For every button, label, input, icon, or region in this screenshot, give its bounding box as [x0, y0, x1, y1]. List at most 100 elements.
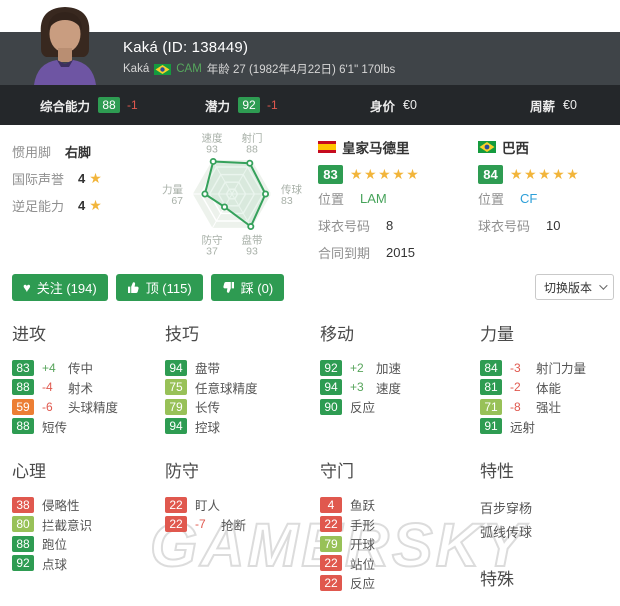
chevron-down-icon [599, 281, 608, 290]
stat-list: 84 -3 射门力量 81 -2 体能 71 -8 强壮 91 远射 [480, 358, 612, 436]
stat-list: 百步穿杨 弧线传球 [480, 495, 612, 543]
stat-row: 94 盘带 [165, 358, 320, 378]
stat-label: 加速 [376, 362, 402, 377]
action-buttons: ♥ 关注 (194) 顶 (115) 踩 (0) [12, 274, 285, 301]
stat-list: 94 盘带 75 任意球精度 79 长传 94 控球 [165, 358, 320, 436]
section-defending: 防守 22 盯人 22 -7 抢断 [165, 457, 320, 606]
stat-row: 79 开球 [320, 534, 480, 554]
section-title: 力量 [480, 325, 514, 344]
stat-diff: -8 [510, 399, 521, 414]
downvote-button[interactable]: 踩 (0) [210, 274, 285, 301]
stat-row: 79 长传 [165, 397, 320, 417]
player-title: Kaká (ID: 138449) [123, 39, 249, 56]
section-special: 特殊 速度狗远距离射手终结者 [480, 565, 612, 606]
follow-button[interactable]: ♥ 关注 (194) [12, 274, 108, 301]
stat-row: 80 拦截意识 [12, 515, 165, 535]
nation-stars: ★★★★★ [510, 165, 581, 182]
heart-icon: ♥ [23, 280, 31, 295]
stat-group: 周薪 €0 [530, 96, 577, 115]
stat-group-badge: 88 [98, 97, 121, 113]
nation-info-label: 球衣号码 [478, 218, 531, 234]
stat-label: 体能 [536, 381, 562, 396]
stat-value-badge: 81 [480, 379, 502, 396]
stat-value-badge: 38 [12, 496, 34, 513]
overall-stats-bar: 综合能力 88 -1 潜力 92 -1 身价 €0 周薪 [0, 85, 620, 125]
stat-diff: -2 [510, 380, 521, 395]
upvote-button[interactable]: 顶 (115) [115, 274, 203, 301]
club-info-row: 位置 LAM [318, 185, 468, 211]
profile-value: 4 [78, 198, 86, 213]
svg-text:93: 93 [246, 246, 258, 258]
section-skill: 技巧 94 盘带 75 任意球精度 79 长传 94 控球 [165, 320, 320, 436]
section-title: 特殊 [480, 570, 514, 589]
stat-value-badge: 88 [12, 535, 34, 552]
stat-list: 4 鱼跃 22 手形 79 开球 22 站位 22 反应 [320, 495, 480, 593]
nation-info-row: 球衣号码 10 [478, 212, 620, 238]
stat-label: 射术 [68, 381, 94, 396]
stat-diff: -7 [195, 517, 206, 532]
club-info-label: 位置 [318, 191, 345, 207]
upvote-label: 顶 (115) [145, 281, 192, 296]
stat-value-badge: 92 [12, 555, 34, 572]
stat-row: 90 反应 [320, 397, 480, 417]
club-info-row: 球衣号码 8 [318, 212, 468, 238]
stat-label: 点球 [42, 557, 68, 572]
stat-value-badge: 80 [12, 516, 34, 533]
stats-grid: 进攻 83 +4 传中 88 -4 射术 59 -6 头球精度 88 短传 技巧 94 盘带 75 任意球… [12, 320, 612, 606]
section-title: 移动 [320, 325, 354, 344]
version-select-dropdown[interactable]: 切换版本 [535, 274, 614, 300]
stat-list: 38 侵略性 80 拦截意识 88 跑位 92 点球 [12, 495, 165, 573]
stat-diff: +3 [350, 380, 364, 395]
stat-value-badge: 90 [320, 398, 342, 415]
position-badge: CAM [176, 63, 202, 75]
stat-row: 22 盯人 [165, 495, 320, 515]
nation-info-value: CF [520, 190, 538, 206]
svg-text:射门: 射门 [242, 131, 263, 144]
player-short-name: Kaká [123, 63, 150, 75]
svg-text:力量: 力量 [162, 183, 183, 196]
player-subline: Kaká CAM 年龄 27 (1982年4月22日) 6'1" 170lbs [123, 61, 395, 77]
stat-diff: -3 [510, 360, 521, 375]
stat-label: 拦截意识 [42, 518, 93, 533]
section-traits: 特性 百步穿杨 弧线传球 [480, 457, 612, 543]
section-title: 技巧 [165, 325, 199, 344]
profile-label: 惯用脚 [12, 145, 52, 160]
section-attacking: 进攻 83 +4 传中 88 -4 射术 59 -6 头球精度 88 短传 [12, 320, 165, 436]
stat-label: 控球 [195, 420, 221, 435]
radar-chart: 速度 93 射门 88 传球 83 盘带 93 防守 37 力量 67 [148, 128, 318, 274]
nation-info-row: 位置 CF [478, 185, 620, 211]
stat-value-badge: 22 [320, 516, 342, 533]
player-photo [34, 7, 96, 85]
stat-label: 任意球精度 [195, 381, 258, 396]
nation-info-value: 10 [546, 217, 561, 233]
version-select-label: 切换版本 [544, 280, 593, 295]
section-goalkeeping: 守门 4 鱼跃 22 手形 79 开球 22 站位 22 反应 [320, 457, 480, 606]
stat-row: 83 +4 传中 [12, 358, 165, 378]
stat-row: 59 -6 头球精度 [12, 397, 165, 417]
brazil-flag-icon [478, 141, 496, 153]
profile-row: 逆足能力 4 ★ [12, 192, 102, 219]
stat-label: 弧线传球 [480, 524, 533, 540]
stat-value-badge: 22 [320, 574, 342, 591]
club-rating-badge: 83 [318, 164, 343, 184]
nation-info-label: 位置 [478, 191, 505, 207]
stat-row: 92 +2 加速 [320, 358, 480, 378]
stat-row: 38 侵略性 [12, 495, 165, 515]
stat-row: 75 任意球精度 [165, 378, 320, 398]
stat-value-badge: 22 [165, 516, 187, 533]
svg-text:盘带: 盘带 [242, 234, 263, 247]
stat-value-badge: 4 [320, 496, 342, 513]
spain-flag-icon [318, 141, 336, 153]
stat-group: 潜力 92 -1 [205, 96, 370, 115]
stat-value-badge: 22 [320, 555, 342, 572]
svg-text:83: 83 [281, 195, 293, 207]
club-info-value: 2015 [386, 244, 415, 260]
stat-row: 94 控球 [165, 417, 320, 437]
stat-group-value: €0 [563, 98, 577, 112]
stat-group-label: 潜力 [205, 99, 231, 114]
section-movement: 移动 92 +2 加速 94 +3 速度 90 反应 [320, 320, 480, 436]
stat-label: 盘带 [195, 362, 221, 377]
stat-label: 手形 [350, 518, 376, 533]
stat-row: 71 -8 强壮 [480, 397, 612, 417]
